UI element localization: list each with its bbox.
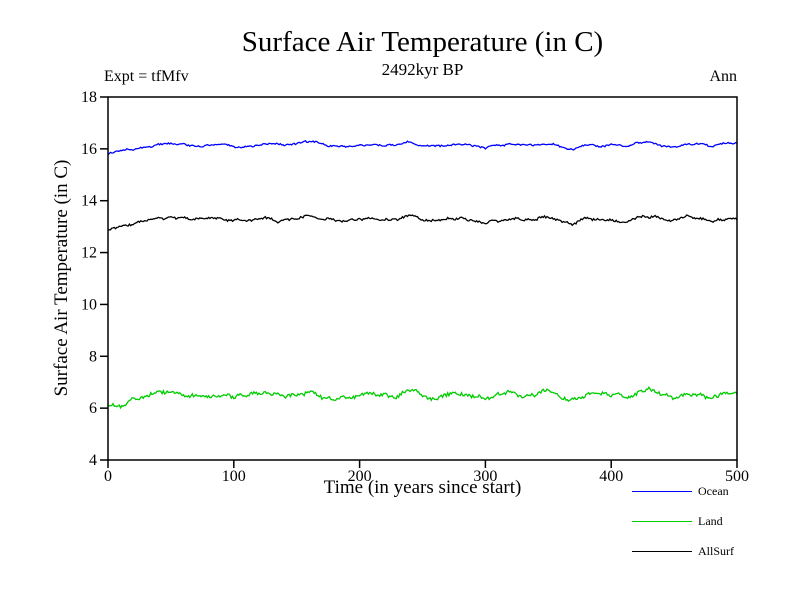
- ocean-line-swatch: [632, 490, 692, 492]
- y-tick-label: 16: [81, 141, 97, 158]
- series-line-allsurf: [107, 214, 738, 231]
- x-tick-label: 500: [725, 468, 749, 485]
- legend-label-ocean: Ocean: [698, 484, 729, 498]
- legend-label-land: Land: [698, 514, 723, 528]
- x-tick-label: 0: [104, 468, 112, 485]
- legend-item-ocean: Ocean: [632, 484, 792, 498]
- legend-item-allsurf: AllSurf: [632, 544, 792, 558]
- y-tick-label: 6: [89, 400, 97, 417]
- x-tick-label: 400: [599, 468, 623, 485]
- x-axis-title: Time (in years since start): [323, 477, 522, 498]
- legend: Ocean Land AllSurf: [632, 484, 792, 574]
- x-tick-label: 300: [473, 468, 497, 485]
- series-line-land: [107, 385, 738, 410]
- land-line-swatch: [632, 520, 692, 522]
- chart-subtitle: 2492kyr BP: [381, 60, 464, 79]
- season-label: Ann: [709, 68, 737, 85]
- y-tick-label: 18: [81, 89, 97, 106]
- y-tick-label: 8: [89, 348, 97, 365]
- x-tick-label: 100: [222, 468, 246, 485]
- y-tick-label: 4: [89, 452, 97, 469]
- allsurf-line-swatch: [632, 550, 692, 552]
- plot-frame: [107, 96, 738, 461]
- legend-label-allsurf: AllSurf: [698, 544, 734, 558]
- chart-title: Surface Air Temperature (in C): [241, 26, 604, 58]
- x-tick-label: 200: [348, 468, 372, 485]
- y-tick-label: 12: [81, 245, 97, 262]
- legend-item-land: Land: [632, 514, 792, 528]
- y-tick-label: 14: [81, 193, 97, 210]
- y-tick-label: 10: [81, 296, 97, 313]
- series-line-ocean: [107, 140, 738, 156]
- experiment-label: Expt = tfMfv: [104, 68, 189, 85]
